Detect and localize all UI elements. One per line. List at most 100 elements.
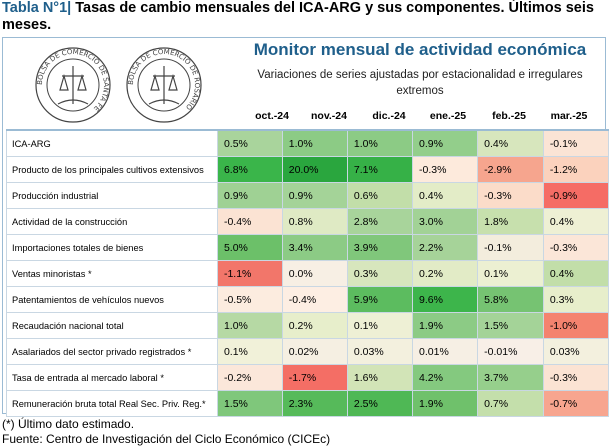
value-cell: 7.1% (346, 156, 414, 183)
value-cell: -0.9% (542, 182, 609, 209)
value-cell: 2.8% (346, 208, 414, 235)
value-cell: 1.0% (281, 129, 348, 157)
column-header: mar.-25 (550, 110, 588, 122)
value-cell: 0.3% (542, 286, 609, 313)
row-label: Patentamientos de vehículos nuevos (6, 286, 218, 313)
row-label: Recaudación nacional total (6, 312, 218, 339)
value-cell: 0.01% (412, 338, 479, 365)
column-header: nov.-24 (311, 110, 347, 122)
santa-fe-seal-logo: BOLSA DE COMERCIO DE SANTA FE (35, 47, 111, 123)
value-cell: 3.4% (281, 234, 348, 261)
value-cell: 0.5% (216, 129, 283, 157)
value-cell: 1.6% (346, 364, 414, 391)
value-cell: 0.02% (281, 338, 348, 365)
row-label: ICA-ARG (6, 129, 218, 157)
value-cell: 9.6% (412, 286, 479, 313)
table-row: Tasa de entrada al mercado laboral * -0.2… (6, 364, 609, 391)
value-cell: 0.2% (412, 260, 479, 287)
row-label: Ventas minoristas * (6, 260, 218, 287)
value-cell: 0.6% (346, 182, 414, 209)
value-cell: -1.0% (542, 312, 609, 339)
row-label: Actividad de la construcción (6, 208, 218, 235)
value-cell: 0.4% (542, 260, 609, 287)
value-cell: -0.1% (542, 129, 609, 157)
column-header: dic.-24 (372, 110, 406, 122)
table-row: Actividad de la construcción -0.4% 0.8% 2.8… (6, 208, 609, 235)
value-cell: -0.5% (216, 286, 283, 313)
value-cell: 0.4% (542, 208, 609, 235)
row-label: Producción industrial (6, 182, 218, 209)
value-cell: 5.0% (216, 234, 283, 261)
table-row: Importaciones totales de bienes 5.0% 3.4% 3… (6, 234, 609, 261)
monitor-subtitle: Variaciones de series ajustadas por esta… (257, 69, 583, 97)
value-cell: 20.0% (281, 156, 348, 183)
value-cell: 1.9% (412, 390, 479, 417)
value-cell: -0.3% (412, 156, 479, 183)
value-cell: -0.7% (542, 390, 609, 417)
value-cell: 0.3% (346, 260, 414, 287)
value-cell: 4.2% (412, 364, 479, 391)
value-cell: -0.1% (477, 234, 544, 261)
table-title: Tabla N°1| Tasas de cambio mensuales del… (2, 0, 606, 34)
table-title-text: Tasas de cambio mensuales del ICA-ARG y … (2, 0, 594, 33)
value-cell: 0.4% (477, 129, 544, 157)
row-label: Tasa de entrada al mercado laboral * (6, 364, 218, 391)
row-label: Producto de los principales cultivos ext… (6, 156, 218, 183)
table-row: Recaudación nacional total 1.0% 0.2% 0.1% 1.… (6, 312, 609, 339)
table-row: Producto de los principales cultivos ext… (6, 156, 609, 183)
value-cell: -1.7% (281, 364, 348, 391)
value-cell: -0.3% (542, 364, 609, 391)
table-row: Patentamientos de vehículos nuevos -0.5% -… (6, 286, 609, 313)
rosario-seal-logo: BOLSA DE COMERCIO DE ROSARIO (126, 47, 202, 123)
value-cell: 2.5% (346, 390, 414, 417)
value-cell: 3.7% (477, 364, 544, 391)
column-header: oct.-24 (255, 110, 289, 122)
value-cell: 0.03% (542, 338, 609, 365)
value-cell: 1.8% (477, 208, 544, 235)
indicators-table: ICA-ARG 0.5% 1.0% 1.0% 0.9% 0.4% -0.1% Producto… (6, 129, 609, 417)
column-header: ene.-25 (429, 110, 467, 122)
value-cell: 1.0% (346, 129, 414, 157)
value-cell: -0.3% (477, 182, 544, 209)
value-cell: 3.9% (346, 234, 414, 261)
value-cell: -0.01% (477, 338, 544, 365)
value-cell: 0.7% (477, 390, 544, 417)
value-cell: 5.9% (346, 286, 414, 313)
value-cell: 0.03% (346, 338, 414, 365)
row-label: Importaciones totales de bienes (6, 234, 218, 261)
value-cell: -0.4% (281, 286, 348, 313)
source-note: Fuente: Centro de Investigación del Cicl… (2, 432, 331, 446)
value-cell: 0.1% (216, 338, 283, 365)
value-cell: 0.2% (281, 312, 348, 339)
table-row: ICA-ARG 0.5% 1.0% 1.0% 0.9% 0.4% -0.1% (6, 129, 609, 157)
table-row: Remuneración bruta total Real Sec. Priv.… (6, 390, 609, 417)
value-cell: 3.0% (412, 208, 479, 235)
row-label: Remuneración bruta total Real Sec. Priv.… (6, 390, 218, 417)
value-cell: -1.2% (542, 156, 609, 183)
value-cell: -0.4% (216, 208, 283, 235)
value-cell: 1.0% (216, 312, 283, 339)
value-cell: 0.9% (216, 182, 283, 209)
value-cell: 0.1% (477, 260, 544, 287)
column-header: feb.-25 (492, 110, 526, 122)
value-cell: 2.2% (412, 234, 479, 261)
table-row: Producción industrial 0.9% 0.9% 0.6% 0.4% -0.… (6, 182, 609, 209)
value-cell: 2.3% (281, 390, 348, 417)
value-cell: -0.3% (542, 234, 609, 261)
value-cell: 6.8% (216, 156, 283, 183)
monitor-title: Monitor mensual de actividad económica (253, 40, 587, 59)
value-cell: 0.9% (281, 182, 348, 209)
row-label: Asalariados del sector privado registrad… (6, 338, 218, 365)
value-cell: -0.2% (216, 364, 283, 391)
value-cell: 0.4% (412, 182, 479, 209)
value-cell: 0.1% (346, 312, 414, 339)
value-cell: 0.9% (412, 129, 479, 157)
value-cell: -2.9% (477, 156, 544, 183)
table-number: Tabla N°1| (2, 0, 72, 16)
table-row: Ventas minoristas * -1.1% 0.0% 0.3% 0.2% 0.1%… (6, 260, 609, 287)
value-cell: 1.5% (477, 312, 544, 339)
value-cell: 0.8% (281, 208, 348, 235)
footnote: (*) Último dato estimado. (2, 417, 135, 431)
value-cell: 1.9% (412, 312, 479, 339)
value-cell: 5.8% (477, 286, 544, 313)
